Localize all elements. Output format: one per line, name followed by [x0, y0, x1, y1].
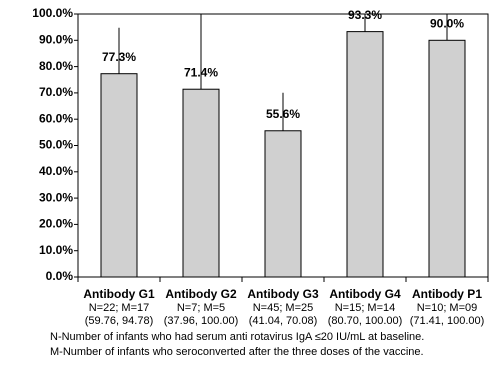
ci-label: (37.96, 100.00)	[164, 315, 239, 327]
value-label: 71.4%	[184, 65, 218, 79]
ci-label: (71.41, 100.00)	[410, 315, 485, 327]
x-tick-label: Antibody P1	[412, 287, 482, 301]
bar	[428, 39, 466, 278]
y-tick-label: 100.0%	[32, 6, 73, 20]
value-label: 93.3%	[348, 8, 382, 22]
ci-label: (80.70, 100.00)	[328, 315, 403, 327]
y-tick-label: 90.0%	[39, 32, 73, 46]
value-label: 90.0%	[430, 16, 464, 30]
ci-label: (59.76, 94.78)	[85, 315, 154, 327]
category-note: N=45; M=25	[253, 302, 314, 314]
category-note: N=7; M=5	[177, 302, 225, 314]
y-tick-label: 30.0%	[39, 190, 73, 204]
y-tick-label: 40.0%	[39, 164, 73, 178]
ci-label: (41.04, 70.08)	[249, 315, 318, 327]
bar	[346, 31, 384, 278]
y-tick-label: 70.0%	[39, 85, 73, 99]
value-label: 77.3%	[102, 50, 136, 64]
x-tick-label: Antibody G3	[247, 287, 319, 301]
value-label: 55.6%	[266, 107, 300, 121]
category-note: N=10; M=09	[417, 302, 478, 314]
y-tick-label: 20.0%	[39, 217, 73, 231]
x-tick-label: Antibody G4	[329, 287, 401, 301]
bar	[100, 73, 138, 278]
y-tick-label: 50.0%	[39, 138, 73, 152]
x-tick-label: Antibody G2	[165, 287, 237, 301]
y-tick-label: 10.0%	[39, 243, 73, 257]
footnote: N-Number of infants who had serum anti r…	[50, 331, 424, 343]
bar	[264, 130, 302, 278]
y-tick-label: 60.0%	[39, 111, 73, 125]
y-tick-label: 0.0%	[46, 269, 74, 283]
y-tick-label: 80.0%	[39, 59, 73, 73]
x-tick-label: Antibody G1	[83, 287, 155, 301]
category-note: N=15; M=14	[335, 302, 396, 314]
category-note: N=22; M=17	[89, 302, 150, 314]
footnote: M-Number of infants who seroconverted af…	[50, 346, 424, 358]
bar	[182, 88, 220, 278]
